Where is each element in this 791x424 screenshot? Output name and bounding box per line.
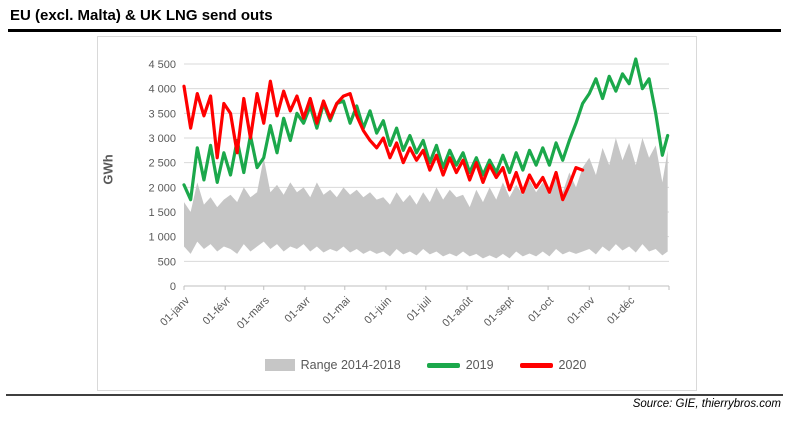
- svg-text:01-oct: 01-oct: [526, 295, 556, 325]
- chart-title: EU (excl. Malta) & UK LNG send outs: [10, 7, 273, 24]
- svg-text:01-déc: 01-déc: [605, 294, 638, 327]
- y-axis-title: GWh: [100, 154, 116, 185]
- range-swatch-icon: [264, 359, 295, 371]
- svg-text:01-févr: 01-févr: [201, 294, 234, 327]
- legend-label-2020: 2020: [558, 358, 587, 372]
- svg-text:01-août: 01-août: [440, 295, 475, 330]
- svg-text:01-avr: 01-avr: [283, 294, 314, 325]
- legend-label-range: Range 2014-2018: [300, 358, 401, 372]
- legend-item-2019: 2019: [426, 358, 494, 372]
- svg-text:01-juin: 01-juin: [362, 295, 394, 327]
- chart-area: 0 500 1 000 1 500 2 000 2 500 3 000 3 500 4 000 4…: [97, 36, 697, 391]
- line-2020-swatch-icon: [519, 362, 553, 368]
- line-2019-swatch-icon: [426, 362, 460, 368]
- legend: Range 2014-2018 2019 2020: [183, 356, 668, 374]
- svg-text:4 000: 4 000: [148, 84, 176, 96]
- bottom-rule: [6, 394, 783, 396]
- svg-text:1 500: 1 500: [148, 207, 176, 219]
- svg-text:01-nov: 01-nov: [565, 294, 598, 327]
- legend-item-range: Range 2014-2018: [264, 358, 401, 372]
- chart-svg: 0 500 1 000 1 500 2 000 2 500 3 000 3 500 4 000 4…: [148, 57, 670, 332]
- svg-text:0: 0: [170, 281, 176, 293]
- svg-text:01-janv: 01-janv: [158, 294, 192, 328]
- svg-text:2 000: 2 000: [148, 182, 176, 194]
- legend-item-2020: 2020: [519, 358, 587, 372]
- source-credit: Source: GIE, thierrybros.com: [632, 398, 781, 410]
- title-underline: [8, 29, 781, 32]
- svg-text:500: 500: [158, 256, 176, 268]
- svg-text:3 500: 3 500: [148, 108, 176, 120]
- svg-text:2 500: 2 500: [148, 158, 176, 170]
- svg-text:01-mars: 01-mars: [235, 294, 272, 331]
- svg-text:4 500: 4 500: [148, 59, 176, 71]
- svg-text:01-juil: 01-juil: [405, 295, 434, 324]
- legend-label-2019: 2019: [465, 358, 494, 372]
- svg-text:3 000: 3 000: [148, 133, 176, 145]
- svg-text:01-mai: 01-mai: [321, 295, 353, 327]
- svg-text:01-sept: 01-sept: [482, 295, 516, 329]
- svg-text:1 000: 1 000: [148, 232, 176, 244]
